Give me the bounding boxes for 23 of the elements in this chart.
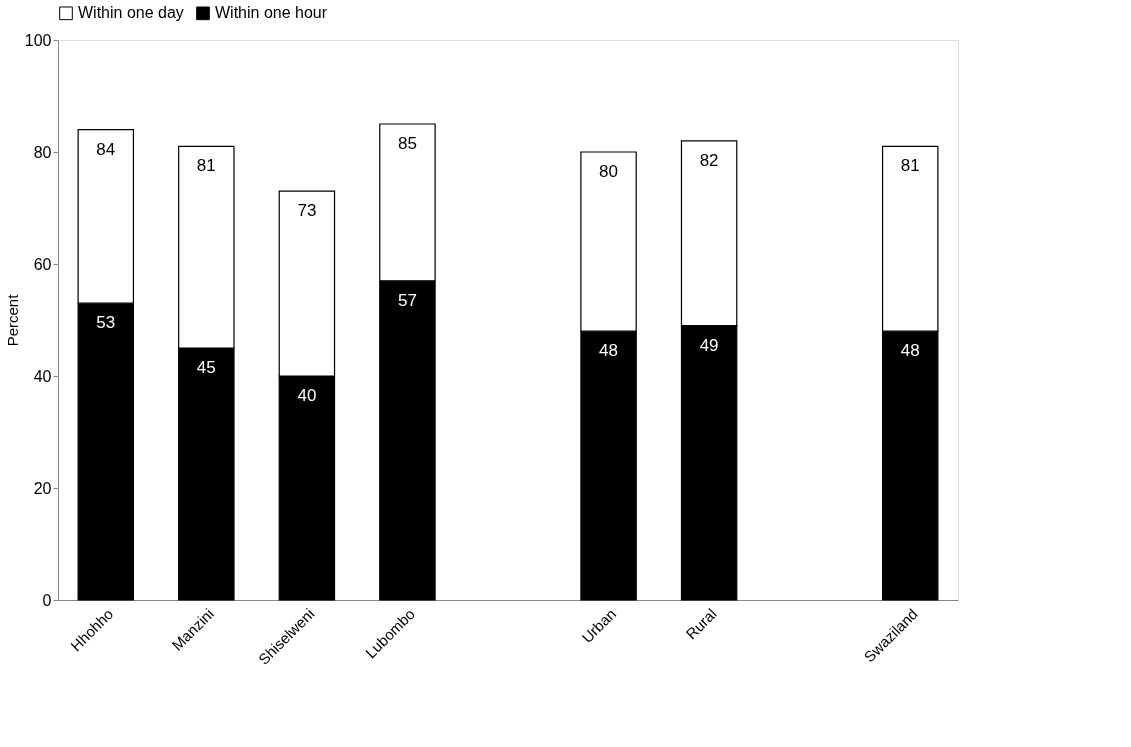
total-label: 80	[599, 162, 619, 181]
y-tick-label: 60	[33, 255, 52, 273]
y-tick-label: 0	[42, 591, 52, 609]
data-label: 49	[699, 335, 719, 355]
data-label: 40	[297, 386, 317, 405]
data-label: 48	[900, 341, 920, 361]
total-label: 84	[96, 139, 116, 159]
total-label: 81	[900, 156, 920, 176]
y-axis-title: Percent	[3, 293, 21, 347]
total-label: 81	[196, 156, 216, 176]
y-tick-label: 100	[24, 31, 52, 49]
y-tick-label: 80	[33, 143, 52, 161]
data-label: 45	[196, 358, 216, 377]
total-label: 85	[397, 134, 417, 153]
total-label: 82	[699, 150, 719, 170]
data-label: 57	[397, 290, 417, 310]
y-tick-label: 40	[33, 367, 52, 385]
y-tick-label: 20	[33, 479, 52, 497]
data-label: 48	[599, 341, 619, 361]
legend-label: Within one day	[78, 4, 184, 22]
data-label: 53	[96, 313, 116, 333]
total-label: 73	[297, 201, 317, 221]
legend-label: Within one hour	[215, 4, 328, 22]
